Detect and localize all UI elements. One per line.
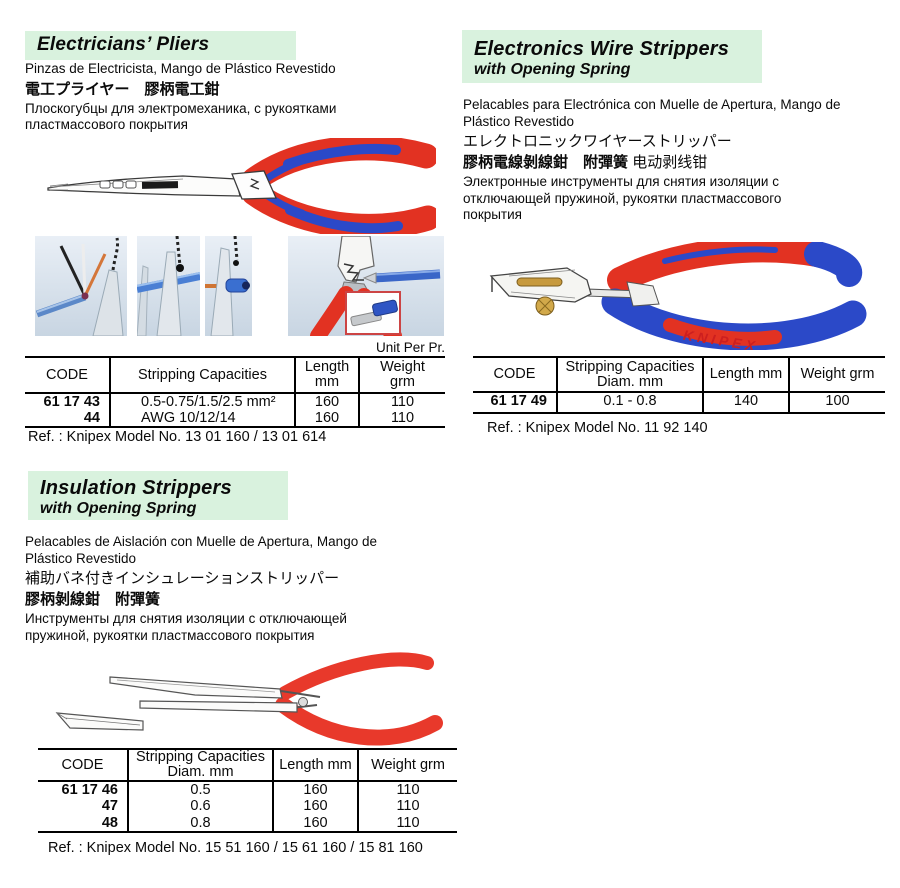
desc-chinese: 膠柄剝線鉗 附彈簧	[25, 591, 161, 608]
table-header-row: CODE Stripping Capacities Length mm Weigh…	[25, 357, 445, 394]
section-title: Electricians’ Pliers	[37, 34, 210, 55]
insulation-strippers-table: CODE Stripping Capacities Diam. mm Length…	[38, 748, 457, 833]
electronics-wire-strippers-image: KNIPEX	[465, 236, 885, 354]
col-header-weight: Weight grm	[788, 357, 885, 393]
reference-line: Ref. : Knipex Model No. 15 51 160 / 15 6…	[48, 840, 423, 856]
section-subtitle: with Opening Spring	[474, 61, 631, 78]
insulation-strippers-image	[35, 645, 445, 753]
cell-code: 61 17 46	[61, 782, 118, 798]
cell-stripping: 0.5-0.75/1.5/2.5 mm²	[109, 393, 295, 410]
desc-japanese: 補助バネ付きインシュレーションストリッパー	[25, 570, 340, 587]
cell-weight: 110	[357, 798, 457, 815]
table-row: 44 AWG 10/12/14 160 110	[25, 410, 445, 427]
desc-chinese: 膠柄電線剝線鉗 附彈簧 电动剥线钳	[463, 154, 708, 171]
cell-stripping: 0.1 - 0.8	[556, 392, 703, 413]
cell-code: 47	[101, 798, 118, 814]
col-header-code: CODE	[473, 357, 557, 393]
desc-spanish: Pelacables para Electrónica con Muelle d…	[463, 97, 841, 129]
cell-weight: 110	[357, 815, 457, 832]
usage-photo-stripping	[137, 236, 200, 336]
section-title: Electronics Wire Strippers	[474, 38, 730, 60]
cell-stripping: 0.8	[127, 815, 273, 832]
cell-length: 160	[272, 798, 358, 815]
electricians-pliers-table: CODE Stripping Capacities Length mm Weigh…	[25, 356, 445, 428]
table-row: 61 17 46 0.5 160 110	[38, 781, 457, 798]
electronics-wire-strippers-table: CODE Stripping Capacities Diam. mm Length…	[473, 356, 885, 414]
brass-adjuster	[516, 277, 563, 287]
table-header-row: CODE Stripping Capacities Diam. mm Length…	[38, 749, 457, 782]
col-header-length: Length mm	[702, 357, 789, 393]
col-header-length: Length mm	[272, 749, 358, 782]
cell-code: 48	[101, 815, 118, 831]
cell-length: 160	[272, 815, 358, 832]
desc-russian: Инструменты для снятия изоляции с отключ…	[25, 611, 347, 643]
table-row: 48 0.8 160 110	[38, 815, 457, 832]
usage-photo-crimping	[288, 236, 444, 336]
cell-weight: 110	[358, 410, 445, 427]
cell-code: 61 17 43	[43, 394, 100, 410]
desc-japanese: エレクトロニックワイヤーストリッパー	[463, 133, 732, 150]
col-header-weight: Weight grm	[357, 749, 457, 782]
reference-line: Ref. : Knipex Model No. 13 01 160 / 13 0…	[28, 429, 327, 445]
table-row: 61 17 43 0.5-0.75/1.5/2.5 mm² 160 110	[25, 393, 445, 410]
cell-stripping: AWG 10/12/14	[109, 410, 295, 427]
table-header-row: CODE Stripping Capacities Diam. mm Length…	[473, 357, 885, 393]
reference-line: Ref. : Knipex Model No. 11 92 140	[487, 420, 708, 436]
cell-weight: 110	[357, 781, 457, 798]
cell-code: 61 17 49	[490, 393, 547, 409]
col-header-length: Length mm	[294, 357, 359, 394]
usage-photo-wire-fanning	[35, 236, 127, 336]
electricians-pliers-image	[38, 135, 441, 239]
section-electronics-wire-strippers-title-box: Electronics Wire Strippers with Opening …	[462, 30, 762, 83]
cell-stripping: 0.5	[127, 781, 273, 798]
section-insulation-strippers-descriptions: Pelacables de Aislación con Muelle de Ap…	[25, 534, 447, 646]
section-title: Insulation Strippers	[40, 477, 232, 499]
section-electricians-pliers-descriptions: Pinzas de Electricista, Mango de Plástic…	[25, 61, 447, 136]
section-electronics-wire-strippers-descriptions: Pelacables para Electrónica con Muelle d…	[463, 97, 888, 226]
col-header-stripping: Stripping Capacities	[109, 357, 295, 394]
col-header-stripping: Stripping Capacities Diam. mm	[556, 357, 703, 393]
cell-length: 160	[294, 410, 359, 427]
desc-spanish: Pelacables de Aislación con Muelle de Ap…	[25, 534, 377, 566]
unit-note: Unit Per Pr.	[375, 340, 445, 355]
col-header-weight: Weight grm	[358, 357, 445, 394]
cell-length: 160	[272, 781, 358, 798]
desc-japanese-chinese: 電工プライヤー 膠柄電工鉗	[25, 80, 220, 98]
cell-length: 140	[702, 392, 789, 413]
desc-russian: Плоскогубцы для электромеханика, с рукоя…	[25, 100, 337, 133]
section-electricians-pliers-title-box: Electricians’ Pliers	[25, 31, 296, 60]
col-header-code: CODE	[25, 357, 110, 394]
desc-spanish: Pinzas de Electricista, Mango de Plástic…	[25, 61, 336, 76]
cell-code: 44	[83, 410, 100, 426]
col-header-stripping: Stripping Capacities Diam. mm	[127, 749, 273, 782]
section-insulation-strippers-title-box: Insulation Strippers with Opening Spring	[28, 471, 288, 520]
section-subtitle: with Opening Spring	[40, 500, 197, 517]
desc-russian: Электронные инструменты для снятия изоля…	[463, 174, 782, 222]
cell-stripping: 0.6	[127, 798, 273, 815]
cell-weight: 100	[788, 392, 885, 413]
usage-photo-ferrule-insert	[205, 236, 252, 336]
cell-weight: 110	[358, 393, 445, 410]
col-header-code: CODE	[38, 749, 128, 782]
cell-length: 160	[294, 393, 359, 410]
table-row: 47 0.6 160 110	[38, 798, 457, 815]
table-row: 61 17 49 0.1 - 0.8 140 100	[473, 392, 885, 413]
